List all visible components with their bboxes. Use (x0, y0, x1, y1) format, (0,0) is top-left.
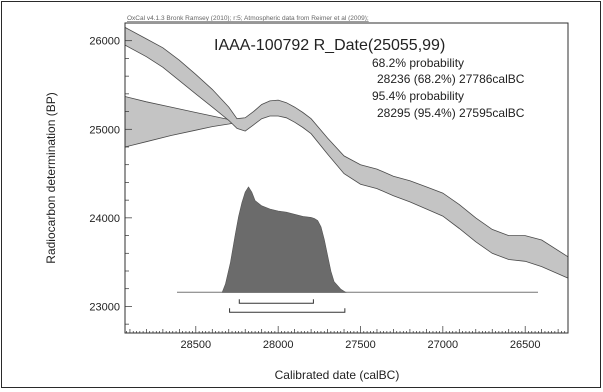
x-tick-label: 26500 (510, 339, 541, 351)
chart-title: IAAA-100792 R_Date(25055,99) (214, 37, 445, 54)
annotation-68-heading: 68.2% probability (372, 56, 464, 70)
annotation-95-heading: 95.4% probability (372, 89, 464, 103)
y-tick-label: 25000 (89, 124, 120, 136)
x-tick-label: 28500 (181, 339, 212, 351)
calibration-band (124, 26, 569, 279)
y-tick-label: 23000 (89, 301, 120, 313)
y-tick-label: 26000 (89, 36, 120, 48)
x-tick-label: 27500 (345, 339, 376, 351)
x-axis-label: Calibrated date (calBC) (275, 368, 400, 382)
range-bars-layer (229, 299, 346, 313)
credit-line: OxCal v4.1.3 Bronk Ramsey (2010); r:5; A… (127, 15, 369, 22)
distribution-layer (177, 186, 538, 293)
bands-layer (124, 26, 569, 279)
range-95-bracket (229, 308, 346, 313)
x-tick-label: 28000 (263, 339, 294, 351)
annotation-68-range: 28236 (68.2%) 27786calBC (377, 72, 525, 86)
range-68-bracket (238, 299, 314, 304)
x-axis-ticks: 28500 28000 27500 27000 26500 (126, 326, 569, 351)
x-tick-label: 27000 (428, 339, 459, 351)
calibration-chart: 28500 28000 27500 27000 26500 26000 25000 2400… (44, 15, 569, 382)
annotation-95-range: 28295 (95.4%) 27595calBC (377, 106, 525, 120)
y-axis-ticks: 26000 25000 24000 23000 (89, 22, 132, 325)
y-tick-label: 24000 (89, 213, 120, 225)
y-axis-label: Radiocarbon determination (BP) (44, 92, 58, 263)
plot-area-border (124, 22, 569, 334)
probability-distribution (221, 186, 347, 293)
